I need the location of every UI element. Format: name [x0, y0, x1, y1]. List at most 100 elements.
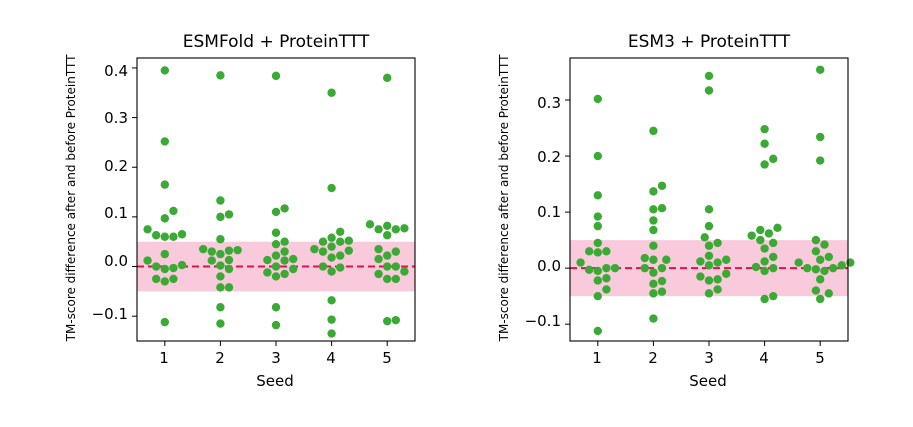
- data-point: [696, 257, 705, 266]
- data-point: [593, 212, 602, 221]
- tick-labels-x: 1 2 3 4 5: [592, 349, 825, 367]
- data-point: [649, 289, 658, 298]
- data-point: [400, 267, 409, 276]
- data-point: [722, 269, 731, 278]
- data-point: [816, 156, 825, 165]
- data-point: [224, 246, 234, 255]
- y-tick-label: 0.0: [104, 252, 128, 270]
- data-point: [383, 221, 392, 231]
- data-point: [662, 255, 671, 264]
- data-point: [224, 264, 234, 274]
- data-point: [271, 262, 281, 271]
- data-point: [649, 205, 658, 214]
- data-point: [151, 262, 161, 271]
- x-tick-label: 5: [382, 349, 392, 367]
- data-point: [820, 266, 829, 276]
- data-point: [713, 275, 722, 284]
- data-point: [400, 224, 409, 233]
- data-point: [593, 276, 602, 285]
- x-tick-label: 3: [271, 349, 281, 367]
- data-point: [271, 228, 281, 237]
- data-point: [828, 263, 838, 273]
- data-point: [233, 245, 242, 255]
- data-point: [216, 212, 225, 222]
- x-tick-label: 5: [815, 349, 825, 367]
- data-point: [216, 319, 225, 328]
- data-point: [751, 262, 761, 272]
- data-point: [794, 258, 803, 267]
- data-point: [593, 221, 602, 231]
- data-point: [760, 160, 769, 169]
- data-point: [310, 244, 319, 254]
- data-point: [177, 260, 187, 270]
- data-point: [811, 247, 821, 256]
- data-point: [602, 263, 611, 273]
- data-point: [289, 264, 298, 274]
- data-point: [271, 251, 281, 260]
- data-point: [177, 230, 187, 239]
- data-point: [593, 326, 602, 336]
- data-point: [383, 316, 392, 326]
- data-point: [640, 253, 649, 263]
- data-point: [271, 303, 281, 312]
- data-point: [704, 71, 714, 81]
- data-point: [713, 258, 722, 267]
- data-point: [143, 225, 152, 234]
- data-point: [713, 238, 722, 248]
- x-tick-label: 2: [648, 349, 658, 367]
- data-point: [374, 244, 383, 254]
- data-point: [640, 263, 649, 273]
- data-point: [160, 264, 169, 274]
- data-point: [263, 268, 272, 277]
- data-point: [602, 274, 611, 283]
- data-point: [327, 329, 336, 338]
- x-axis-label: Seed: [256, 372, 294, 390]
- x-tick-label: 2: [215, 349, 225, 367]
- data-point: [383, 262, 392, 271]
- data-point: [383, 73, 392, 83]
- data-point: [327, 242, 336, 251]
- data-point: [649, 216, 658, 225]
- data-point: [584, 265, 594, 275]
- data-point: [649, 126, 658, 136]
- data-point: [271, 320, 281, 330]
- data-point: [160, 137, 169, 146]
- data-point: [657, 287, 667, 296]
- data-point: [151, 231, 161, 240]
- data-point: [773, 223, 782, 232]
- tick-labels-x: 1 2 3 4 5: [159, 349, 392, 367]
- data-point: [747, 231, 756, 240]
- data-point: [593, 266, 602, 276]
- data-point: [169, 274, 178, 284]
- data-point: [344, 236, 354, 245]
- y-axis-label: TM-score difference after and before Pro…: [497, 54, 511, 342]
- data-point: [198, 244, 208, 254]
- data-point: [169, 263, 178, 273]
- y-tick-label: −0.1: [92, 305, 128, 323]
- data-point: [216, 272, 225, 281]
- data-point: [327, 267, 336, 276]
- data-point: [224, 283, 234, 292]
- data-point: [593, 191, 602, 200]
- data-point: [327, 253, 336, 262]
- data-point: [224, 255, 234, 265]
- y-tick-label: 0.3: [104, 109, 128, 127]
- data-point: [824, 252, 834, 262]
- data-point: [216, 303, 225, 312]
- data-point: [263, 255, 272, 265]
- data-point: [769, 291, 778, 301]
- data-point: [704, 205, 714, 214]
- data-point: [374, 254, 383, 264]
- data-point: [160, 249, 169, 259]
- data-point: [327, 315, 336, 324]
- data-point: [391, 315, 401, 325]
- data-point: [216, 249, 225, 259]
- data-point: [383, 274, 392, 284]
- data-point: [224, 210, 234, 219]
- y-tick-label: 0.0: [537, 257, 561, 275]
- x-tick-label: 3: [704, 349, 714, 367]
- data-point: [143, 256, 152, 265]
- data-point: [593, 291, 602, 301]
- axes-frame: [136, 57, 416, 342]
- data-point: [344, 246, 354, 255]
